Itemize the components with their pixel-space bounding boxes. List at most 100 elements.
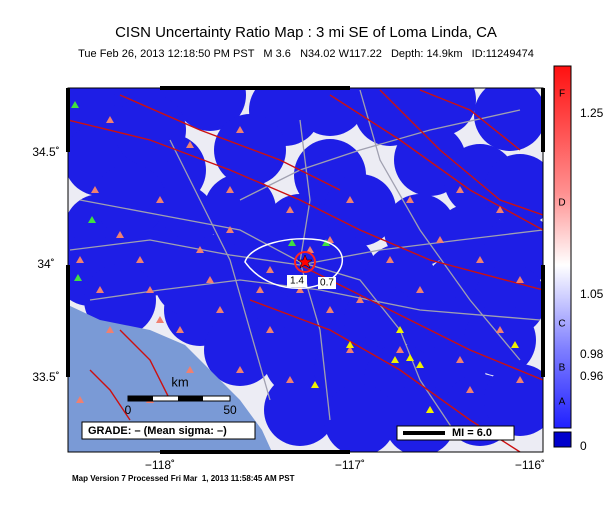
station-alt <box>88 216 96 223</box>
colorbar-label: 0.98 <box>580 347 604 361</box>
grade-letter: A <box>559 397 566 408</box>
title: CISN Uncertainty Ratio Map : 3 mi SE of … <box>115 24 497 41</box>
contour-inner <box>294 251 316 273</box>
station <box>346 346 354 353</box>
station <box>516 276 524 283</box>
road <box>359 89 521 361</box>
mi-text: MI = 6.0 <box>452 427 492 439</box>
station <box>176 326 184 333</box>
scale-bar: km 0 50 <box>125 374 237 417</box>
station <box>406 196 414 203</box>
coverage-blob <box>264 374 336 446</box>
coverage-blob <box>114 94 186 166</box>
coverage-blob <box>384 384 456 452</box>
colorbar-zero-box <box>553 431 572 448</box>
road <box>79 199 301 263</box>
station <box>96 286 104 293</box>
station <box>436 236 444 243</box>
mi-box <box>396 425 515 441</box>
station <box>106 116 114 123</box>
epicenter <box>297 254 313 269</box>
station-alt <box>391 356 399 363</box>
station <box>496 206 504 213</box>
coverage-blob <box>474 88 543 151</box>
station <box>226 186 234 193</box>
contour-label: 1.4 <box>290 276 304 287</box>
fault-line <box>419 89 521 151</box>
station <box>266 326 274 333</box>
scale-title: km <box>171 374 188 389</box>
scale-bar-seg <box>178 396 203 401</box>
contour-label-box <box>318 277 336 289</box>
map-layers: 1.4 0.7 <box>68 88 543 452</box>
coverage-blob <box>204 314 276 386</box>
station <box>196 246 204 253</box>
station <box>416 286 424 293</box>
lat-label: 34˚ <box>37 257 54 271</box>
fault-line <box>119 94 341 191</box>
station <box>286 376 294 383</box>
ocean <box>68 305 272 452</box>
frame-ticks <box>66 86 545 454</box>
station <box>236 366 244 373</box>
grade-letter: B <box>559 363 566 374</box>
colorbar-label: 1.25 <box>580 106 604 120</box>
station <box>186 366 194 373</box>
subtitle: Tue Feb 26, 2013 12:18:50 PM PST M 3.6 N… <box>78 48 534 60</box>
station-alt <box>288 239 296 246</box>
coverage-blob <box>84 264 156 336</box>
coverage-blob <box>214 114 286 186</box>
coverage-blob <box>324 174 396 246</box>
station <box>496 326 504 333</box>
contour-label-box <box>287 275 307 287</box>
station-alt <box>511 341 519 348</box>
coverage-blob <box>294 88 366 136</box>
grade-box <box>81 421 256 440</box>
station <box>456 186 464 193</box>
coverage-blob <box>154 244 226 316</box>
station <box>116 231 124 238</box>
scale-label: 50 <box>223 403 237 417</box>
grade-text: GRADE: – (Mean sigma: –) <box>88 425 227 437</box>
station <box>76 256 84 263</box>
coverage-blob <box>174 88 246 131</box>
station <box>256 286 264 293</box>
lon-label: −118˚ <box>145 458 175 472</box>
station-alt <box>416 361 424 368</box>
coverage-blob <box>324 384 396 452</box>
grade-letter: C <box>558 319 565 330</box>
station-alt <box>426 406 434 413</box>
station <box>156 316 164 323</box>
fault-line <box>119 329 171 401</box>
station-alt <box>71 101 79 108</box>
station <box>296 286 304 293</box>
road <box>169 139 271 401</box>
coverage-blob <box>94 164 166 236</box>
colorbar-grades: F D C B A <box>558 89 565 408</box>
station-alt <box>311 381 319 388</box>
station <box>306 246 314 253</box>
station <box>466 386 474 393</box>
station <box>91 186 99 193</box>
lon-label: −116˚ <box>515 458 545 472</box>
station-alt <box>406 354 414 361</box>
station <box>476 256 484 263</box>
station <box>136 256 144 263</box>
contour-label: 0.7 <box>320 278 334 289</box>
colorbar <box>553 65 572 429</box>
station <box>346 196 354 203</box>
coverage-blob <box>484 154 543 226</box>
station-alt <box>74 274 82 281</box>
colorbar-label: 1.05 <box>580 287 604 301</box>
station-alt <box>322 239 330 246</box>
scale-label: 0 <box>125 403 132 417</box>
station <box>286 206 294 213</box>
station <box>186 141 194 148</box>
footer: Map Version 7 Processed Fri Mar 1, 2013 … <box>72 474 295 483</box>
station <box>146 286 154 293</box>
station <box>106 326 114 333</box>
coverage-blob <box>234 214 306 286</box>
station <box>236 126 244 133</box>
lon-label: −117˚ <box>335 458 365 472</box>
